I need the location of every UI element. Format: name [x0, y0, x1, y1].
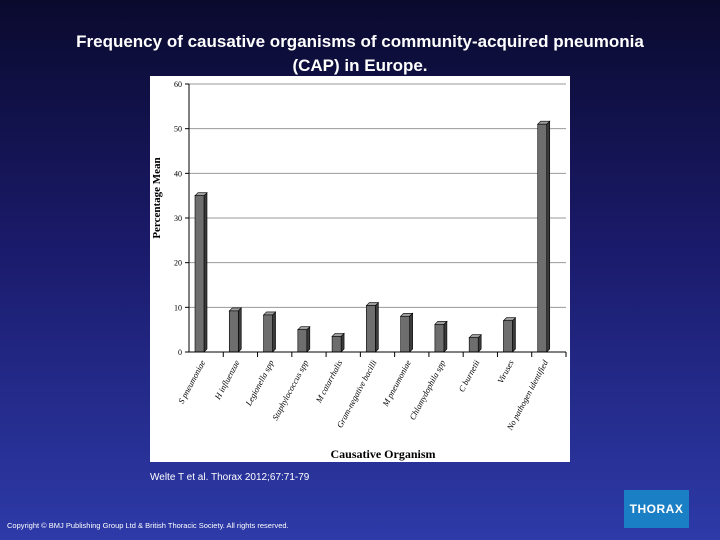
x-category-label: S pneumoniae [176, 358, 207, 405]
bar [366, 305, 376, 353]
bar-side [306, 325, 311, 353]
y-tick-label: 0 [178, 348, 182, 357]
y-tick-label: 10 [174, 303, 182, 312]
thorax-logo: THORAX [624, 490, 689, 528]
x-category-label: Staphylococcus spp [270, 358, 310, 422]
chart-figure: 0 10 20 30 40 50 60 S pneumoniae H influenzae Leg… [150, 76, 570, 462]
x-category-label: Chlamydophila spp [407, 358, 447, 421]
bar-side [203, 191, 208, 353]
bar [537, 123, 548, 353]
y-tick-label: 60 [174, 80, 182, 89]
bar [434, 324, 445, 353]
bar [228, 310, 239, 353]
y-axis-title: Percentage Mean [151, 157, 163, 238]
bar-side [443, 320, 448, 353]
bar-side [409, 312, 413, 353]
copyright-notice: Copyright © BMJ Publishing Group Ltd & B… [7, 521, 289, 530]
bar-side [375, 301, 379, 353]
bar [400, 315, 410, 353]
bar [194, 195, 205, 353]
bar [297, 329, 308, 353]
bar [263, 314, 273, 353]
y-tick-label: 30 [174, 214, 182, 223]
x-category-label: M catarrhalis [313, 358, 345, 406]
bar-side [272, 311, 276, 353]
x-category-label: C burnetii [456, 358, 481, 394]
x-category-label: M pneumoniae [380, 358, 413, 409]
bar-chart: 0 10 20 30 40 50 60 S pneumoniae H influenzae Leg… [151, 80, 567, 461]
x-category-label: Legionella spp [243, 358, 276, 408]
bar [468, 337, 479, 353]
x-axis-title: Causative Organism [331, 447, 436, 461]
bar [503, 320, 513, 353]
x-category-label: H influenzae [212, 358, 242, 402]
bar [331, 336, 342, 353]
slide-title-line-2: (CAP) in Europe. [292, 56, 428, 75]
y-tick-label: 40 [174, 169, 182, 178]
y-tick-label: 50 [174, 125, 182, 134]
x-category-label: Viruses [495, 358, 516, 385]
bar-side [512, 317, 516, 353]
slide-title-line-1: Frequency of causative organisms of comm… [76, 32, 644, 51]
bar-side [237, 307, 242, 353]
citation: Welte T et al. Thorax 2012;67:71-79 [150, 472, 310, 483]
y-tick-label: 20 [174, 259, 182, 268]
bar-side [546, 120, 551, 353]
slide-title: Frequency of causative organisms of comm… [0, 30, 720, 78]
